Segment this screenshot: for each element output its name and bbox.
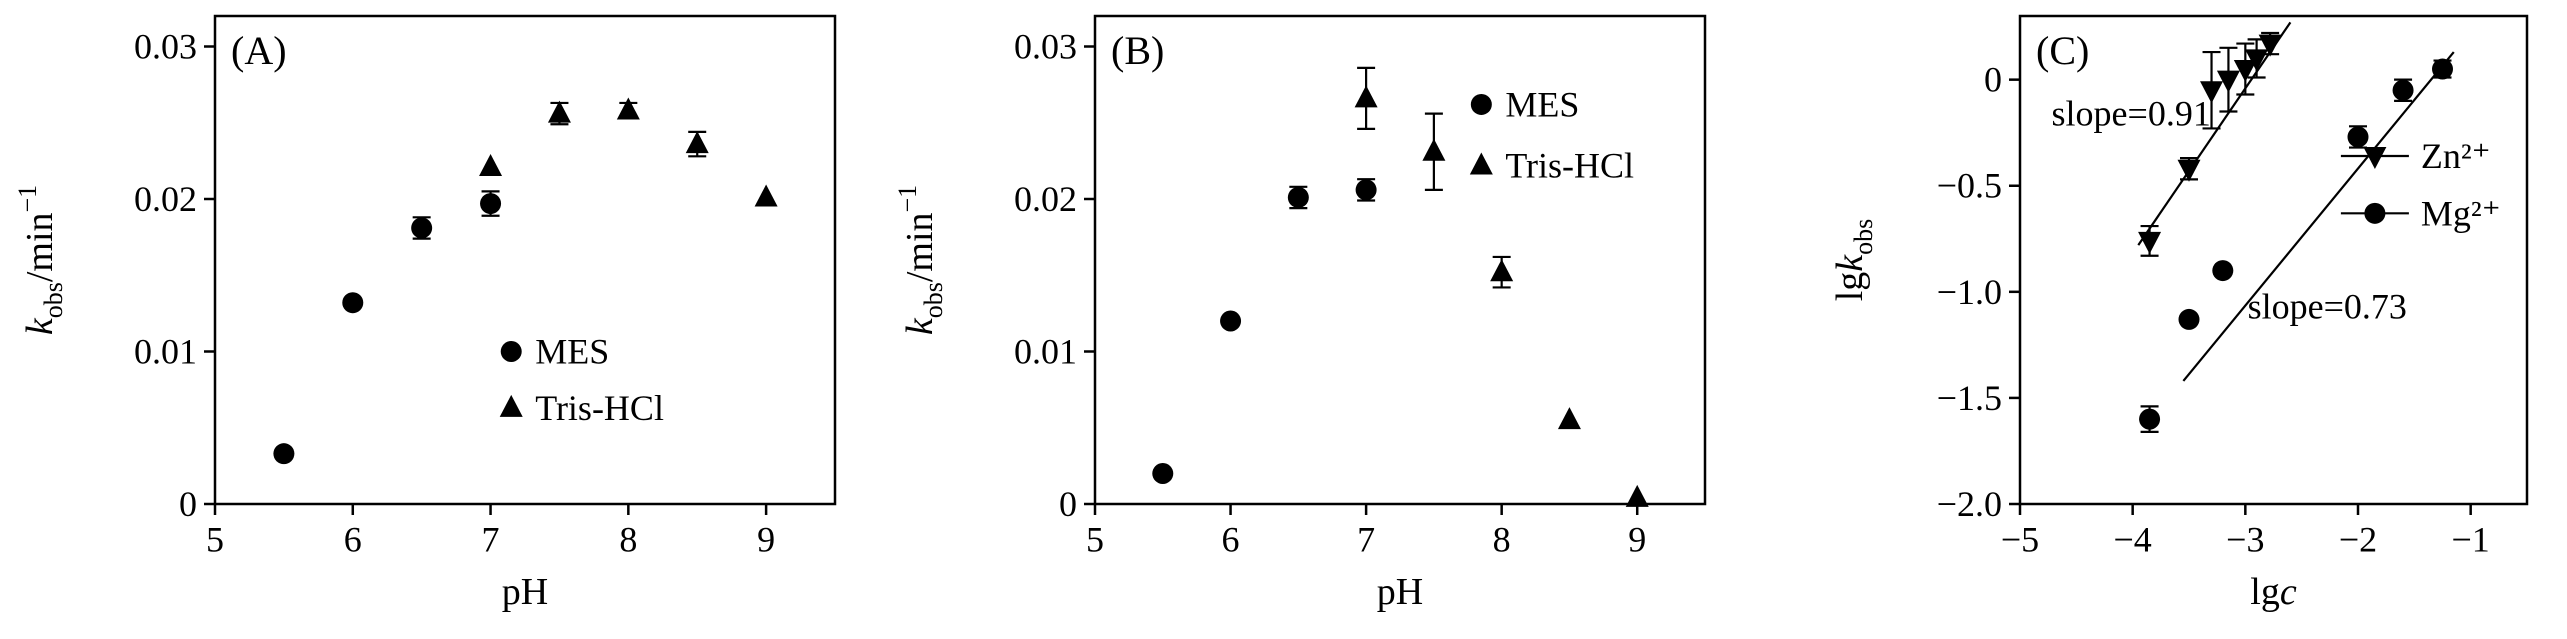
- x-tick-label: 8: [1493, 520, 1511, 560]
- chart-B-svg: 5 6 7 8 9 0 0.01 0.02 0.03 pH kobs/min−1 MES Tris-HC…: [893, 14, 1707, 613]
- y-tick-label: 0.02: [134, 179, 197, 219]
- x-axis-label: pH: [1377, 571, 1423, 613]
- data-point-triangle-down: [2216, 70, 2240, 93]
- fit-line: [2182, 51, 2455, 382]
- legend-label: Zn²⁺: [2421, 136, 2491, 176]
- y-tick-label: 0: [1984, 60, 2002, 100]
- plot-frame: [2018, 14, 2529, 506]
- data-point-triangle-down: [2200, 81, 2224, 104]
- y-tick-label: 0: [1059, 484, 1077, 524]
- legend-marker-triangle-up: [499, 394, 523, 417]
- y-axis-label: kobs/min−1: [13, 185, 68, 335]
- data-point-circle: [342, 292, 364, 314]
- data-point-triangle-down: [2245, 49, 2269, 72]
- data-point-triangle-down: [2258, 34, 2282, 57]
- x-axis-label: pH: [502, 571, 548, 613]
- legend-label: Tris-HCl: [1505, 145, 1634, 185]
- data-point-triangle-up: [1354, 85, 1378, 108]
- data-point-circle: [2178, 308, 2200, 330]
- x-tick-label: 7: [482, 520, 500, 560]
- y-tick-label: 0.03: [1014, 27, 1077, 67]
- data-point-triangle-up: [685, 131, 709, 154]
- panel-label: (B): [1111, 28, 1164, 73]
- legend-marker-triangle-up: [1469, 152, 1493, 175]
- legend-marker-circle: [1470, 93, 1492, 115]
- legend-label: Mg²⁺: [2421, 193, 2501, 233]
- data-point-circle: [2139, 408, 2161, 430]
- data-point-triangle-up: [1557, 407, 1581, 430]
- panel-C: −5 −4 −3 −2 −1 0 −0.5 −1.0 −1.5 −2.0 lgc lgkobs Zn²⁺…: [1750, 0, 2567, 634]
- data-point-circle: [411, 217, 433, 239]
- data-point-circle: [2347, 126, 2369, 148]
- y-tick-label: −1.0: [1937, 272, 2002, 312]
- x-tick-label: 5: [206, 520, 224, 560]
- legend-marker-circle: [2364, 202, 2386, 224]
- chart-A-svg: 5 6 7 8 9 0 0.01 0.02 0.03 pH kobs/min−1 MES Tris-HC…: [13, 14, 837, 613]
- panel-label: (A): [231, 28, 287, 73]
- legend-label: MES: [535, 332, 609, 372]
- legend-label: MES: [1505, 84, 1579, 124]
- data-point-circle: [480, 193, 502, 215]
- x-axis-label: lgc: [2250, 571, 2297, 613]
- x-tick-label: 9: [757, 520, 775, 560]
- x-tick-label: 6: [1222, 520, 1240, 560]
- data-point-triangle-down: [2177, 159, 2201, 182]
- x-tick-label: −4: [2114, 520, 2152, 560]
- data-point-circle: [2212, 260, 2234, 282]
- x-tick-label: 6: [344, 520, 362, 560]
- y-tick-label: 0.02: [1014, 179, 1077, 219]
- x-tick-label: 5: [1086, 520, 1104, 560]
- y-tick-label: −1.5: [1937, 378, 2002, 418]
- plot-frame: [213, 14, 837, 506]
- legend-label: Tris-HCl: [535, 388, 664, 428]
- data-point-circle: [1220, 310, 1242, 332]
- data-point-triangle-up: [1422, 138, 1446, 161]
- y-tick-label: 0.03: [134, 27, 197, 67]
- panel-B: 5 6 7 8 9 0 0.01 0.02 0.03 pH kobs/min−1 MES Tris-HC…: [880, 0, 1750, 634]
- y-tick-label: −2.0: [1937, 484, 2002, 524]
- data-point-triangle-down: [2138, 231, 2162, 254]
- y-axis-label: kobs/min−1: [893, 185, 948, 335]
- y-tick-label: 0: [179, 484, 197, 524]
- data-point-triangle-up: [616, 97, 640, 120]
- data-point-triangle-up: [754, 184, 778, 207]
- data-point-circle: [2392, 79, 2414, 101]
- x-tick-label: −2: [2339, 520, 2377, 560]
- annotation-slope-label: slope=0.91: [2052, 94, 2211, 134]
- panel-A: 5 6 7 8 9 0 0.01 0.02 0.03 pH kobs/min−1 MES Tris-HC…: [0, 0, 880, 634]
- data-point-triangle-up: [479, 153, 503, 176]
- data-point-triangle-down: [2233, 60, 2257, 83]
- annotation-slope-label: slope=0.73: [2248, 287, 2407, 327]
- data-point-triangle-up: [1490, 259, 1514, 282]
- x-tick-label: −1: [2452, 520, 2490, 560]
- data-point-triangle-up: [547, 100, 571, 123]
- data-point-circle: [2432, 58, 2453, 80]
- data-point-circle: [1287, 186, 1309, 208]
- data-point-triangle-up: [1625, 484, 1649, 507]
- legend-marker-triangle-down: [2363, 147, 2387, 170]
- x-tick-label: 7: [1357, 520, 1375, 560]
- x-tick-label: −3: [2226, 520, 2264, 560]
- y-axis-label: lgkobs: [1829, 219, 1878, 302]
- chart-C-svg: −5 −4 −3 −2 −1 0 −0.5 −1.0 −1.5 −2.0 lgc lgkobs Zn²⁺…: [1829, 14, 2529, 613]
- fit-line: [2137, 21, 2292, 246]
- x-tick-label: −5: [2001, 520, 2039, 560]
- x-tick-label: 9: [1628, 520, 1646, 560]
- data-point-circle: [273, 443, 295, 465]
- y-tick-label: −0.5: [1937, 166, 2002, 206]
- panel-label: (C): [2036, 28, 2089, 73]
- x-tick-label: 8: [619, 520, 637, 560]
- y-tick-label: 0.01: [1014, 332, 1077, 372]
- data-point-circle: [1152, 463, 1174, 484]
- legend-marker-circle: [500, 341, 522, 362]
- plot-frame: [1093, 14, 1707, 506]
- y-tick-label: 0.01: [134, 332, 197, 372]
- data-point-circle: [1355, 179, 1377, 201]
